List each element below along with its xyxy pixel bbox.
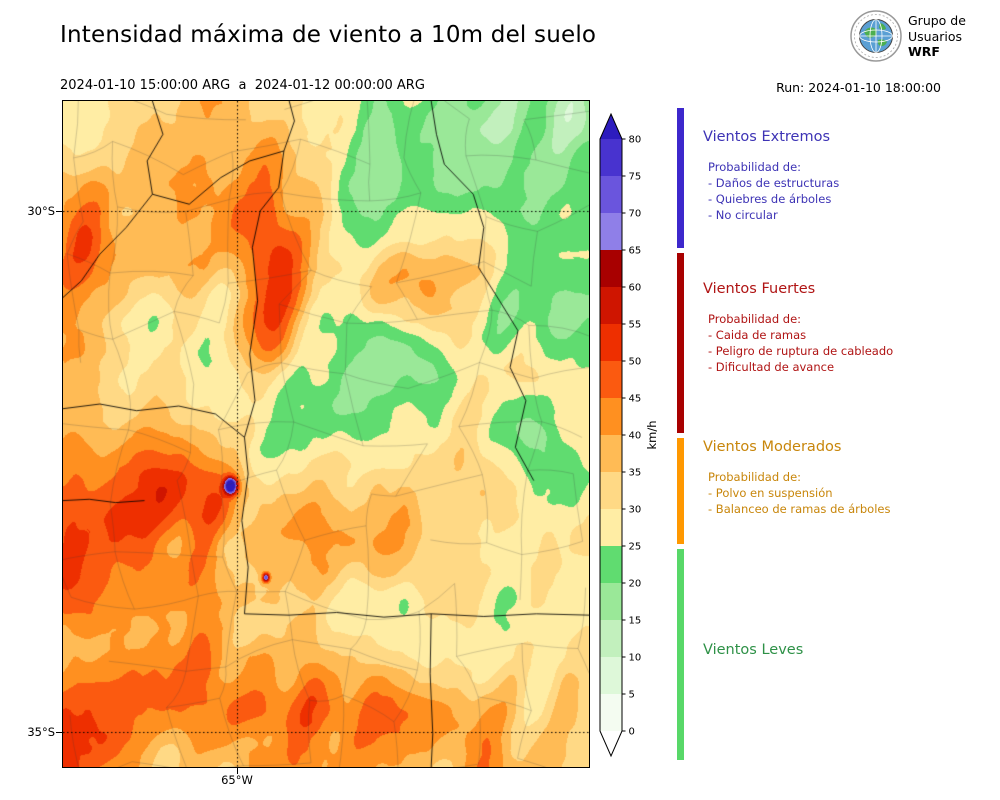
colorbar-unit-label: km/h bbox=[645, 420, 659, 450]
run-label: Run: 2024-01-10 18:00:00 bbox=[776, 80, 941, 95]
logo-line1: Grupo de bbox=[908, 13, 966, 28]
map-frame bbox=[62, 100, 590, 768]
legend-title-moderados: Vientos Moderados bbox=[703, 439, 842, 455]
svg-text:55: 55 bbox=[629, 320, 642, 331]
legend-item: - Daños de estructuras bbox=[708, 176, 840, 190]
legend-item: - Quiebres de árboles bbox=[708, 192, 832, 206]
lon-65-tick bbox=[237, 768, 238, 774]
svg-text:15: 15 bbox=[629, 616, 642, 627]
svg-text:25: 25 bbox=[629, 542, 642, 553]
svg-text:30: 30 bbox=[629, 505, 642, 516]
colorbar: 0 5 10 15 20 25 30 35 40 45 50 55 60 65 70 75 80 bbox=[599, 112, 642, 758]
lat-35-tick bbox=[56, 732, 62, 733]
wrf-logo: Grupo de Usuarios WRF bbox=[850, 10, 966, 62]
legend-section-moderados: Vientos Moderados Probabilidad de: - Pol… bbox=[703, 439, 995, 517]
lat-30-tick bbox=[56, 211, 62, 212]
legend-section-leves: Vientos Leves bbox=[703, 642, 995, 673]
svg-text:35: 35 bbox=[629, 468, 642, 479]
legend-section-extremos: Vientos Extremos Probabilidad de: - Daño… bbox=[703, 129, 995, 223]
legend-item: - No circular bbox=[708, 208, 778, 222]
svg-text:60: 60 bbox=[629, 283, 642, 294]
svg-text:70: 70 bbox=[629, 209, 642, 220]
legend-item: - Caida de ramas bbox=[708, 328, 807, 342]
logo-line2: Usuarios bbox=[908, 28, 963, 44]
legend-subtitle: Probabilidad de: bbox=[708, 312, 802, 326]
legend-title-leves: Vientos Leves bbox=[703, 642, 804, 658]
svg-text:65: 65 bbox=[629, 246, 642, 257]
valid-period-label: 2024-01-10 15:00:00 ARG a 2024-01-12 00:… bbox=[60, 78, 425, 93]
legend-item: - Peligro de ruptura de cableado bbox=[708, 344, 894, 358]
svg-text:5: 5 bbox=[629, 690, 635, 701]
legend-subtitle: Probabilidad de: bbox=[708, 470, 802, 484]
lon-label-65w: 65°W bbox=[221, 773, 253, 787]
svg-text:0: 0 bbox=[629, 727, 635, 738]
lat-label-35s: 35°S bbox=[27, 725, 55, 739]
logo-text: Grupo de Usuarios WRF bbox=[908, 10, 966, 62]
legend-bar-leves bbox=[677, 549, 684, 760]
globe-icon bbox=[850, 10, 902, 62]
svg-text:20: 20 bbox=[629, 579, 642, 590]
legend-title-fuertes: Vientos Fuertes bbox=[703, 281, 816, 297]
page-title: Intensidad máxima de viento a 10m del su… bbox=[60, 22, 597, 48]
legend-title-extremos: Vientos Extremos bbox=[703, 129, 831, 145]
legend-item: - Dificultad de avance bbox=[708, 360, 835, 374]
lat-label-30s: 30°S bbox=[27, 204, 55, 218]
legend-item: - Polvo en suspensión bbox=[708, 486, 833, 500]
wind-intensity-map bbox=[63, 101, 589, 767]
legend-section-fuertes: Vientos Fuertes Probabilidad de: - Caida… bbox=[703, 281, 995, 375]
legend-bar-moderados bbox=[677, 438, 684, 544]
legend-item: - Balanceo de ramas de árboles bbox=[708, 502, 891, 516]
legend-bar-extremos bbox=[677, 108, 684, 248]
svg-text:80: 80 bbox=[629, 135, 642, 146]
svg-text:10: 10 bbox=[629, 653, 642, 664]
logo-line3: WRF bbox=[908, 44, 940, 59]
svg-text:45: 45 bbox=[629, 394, 642, 405]
svg-text:40: 40 bbox=[629, 431, 642, 442]
svg-text:50: 50 bbox=[629, 357, 642, 368]
legend-bar-fuertes bbox=[677, 253, 684, 433]
legend-subtitle: Probabilidad de: bbox=[708, 160, 802, 174]
svg-text:75: 75 bbox=[629, 172, 642, 183]
